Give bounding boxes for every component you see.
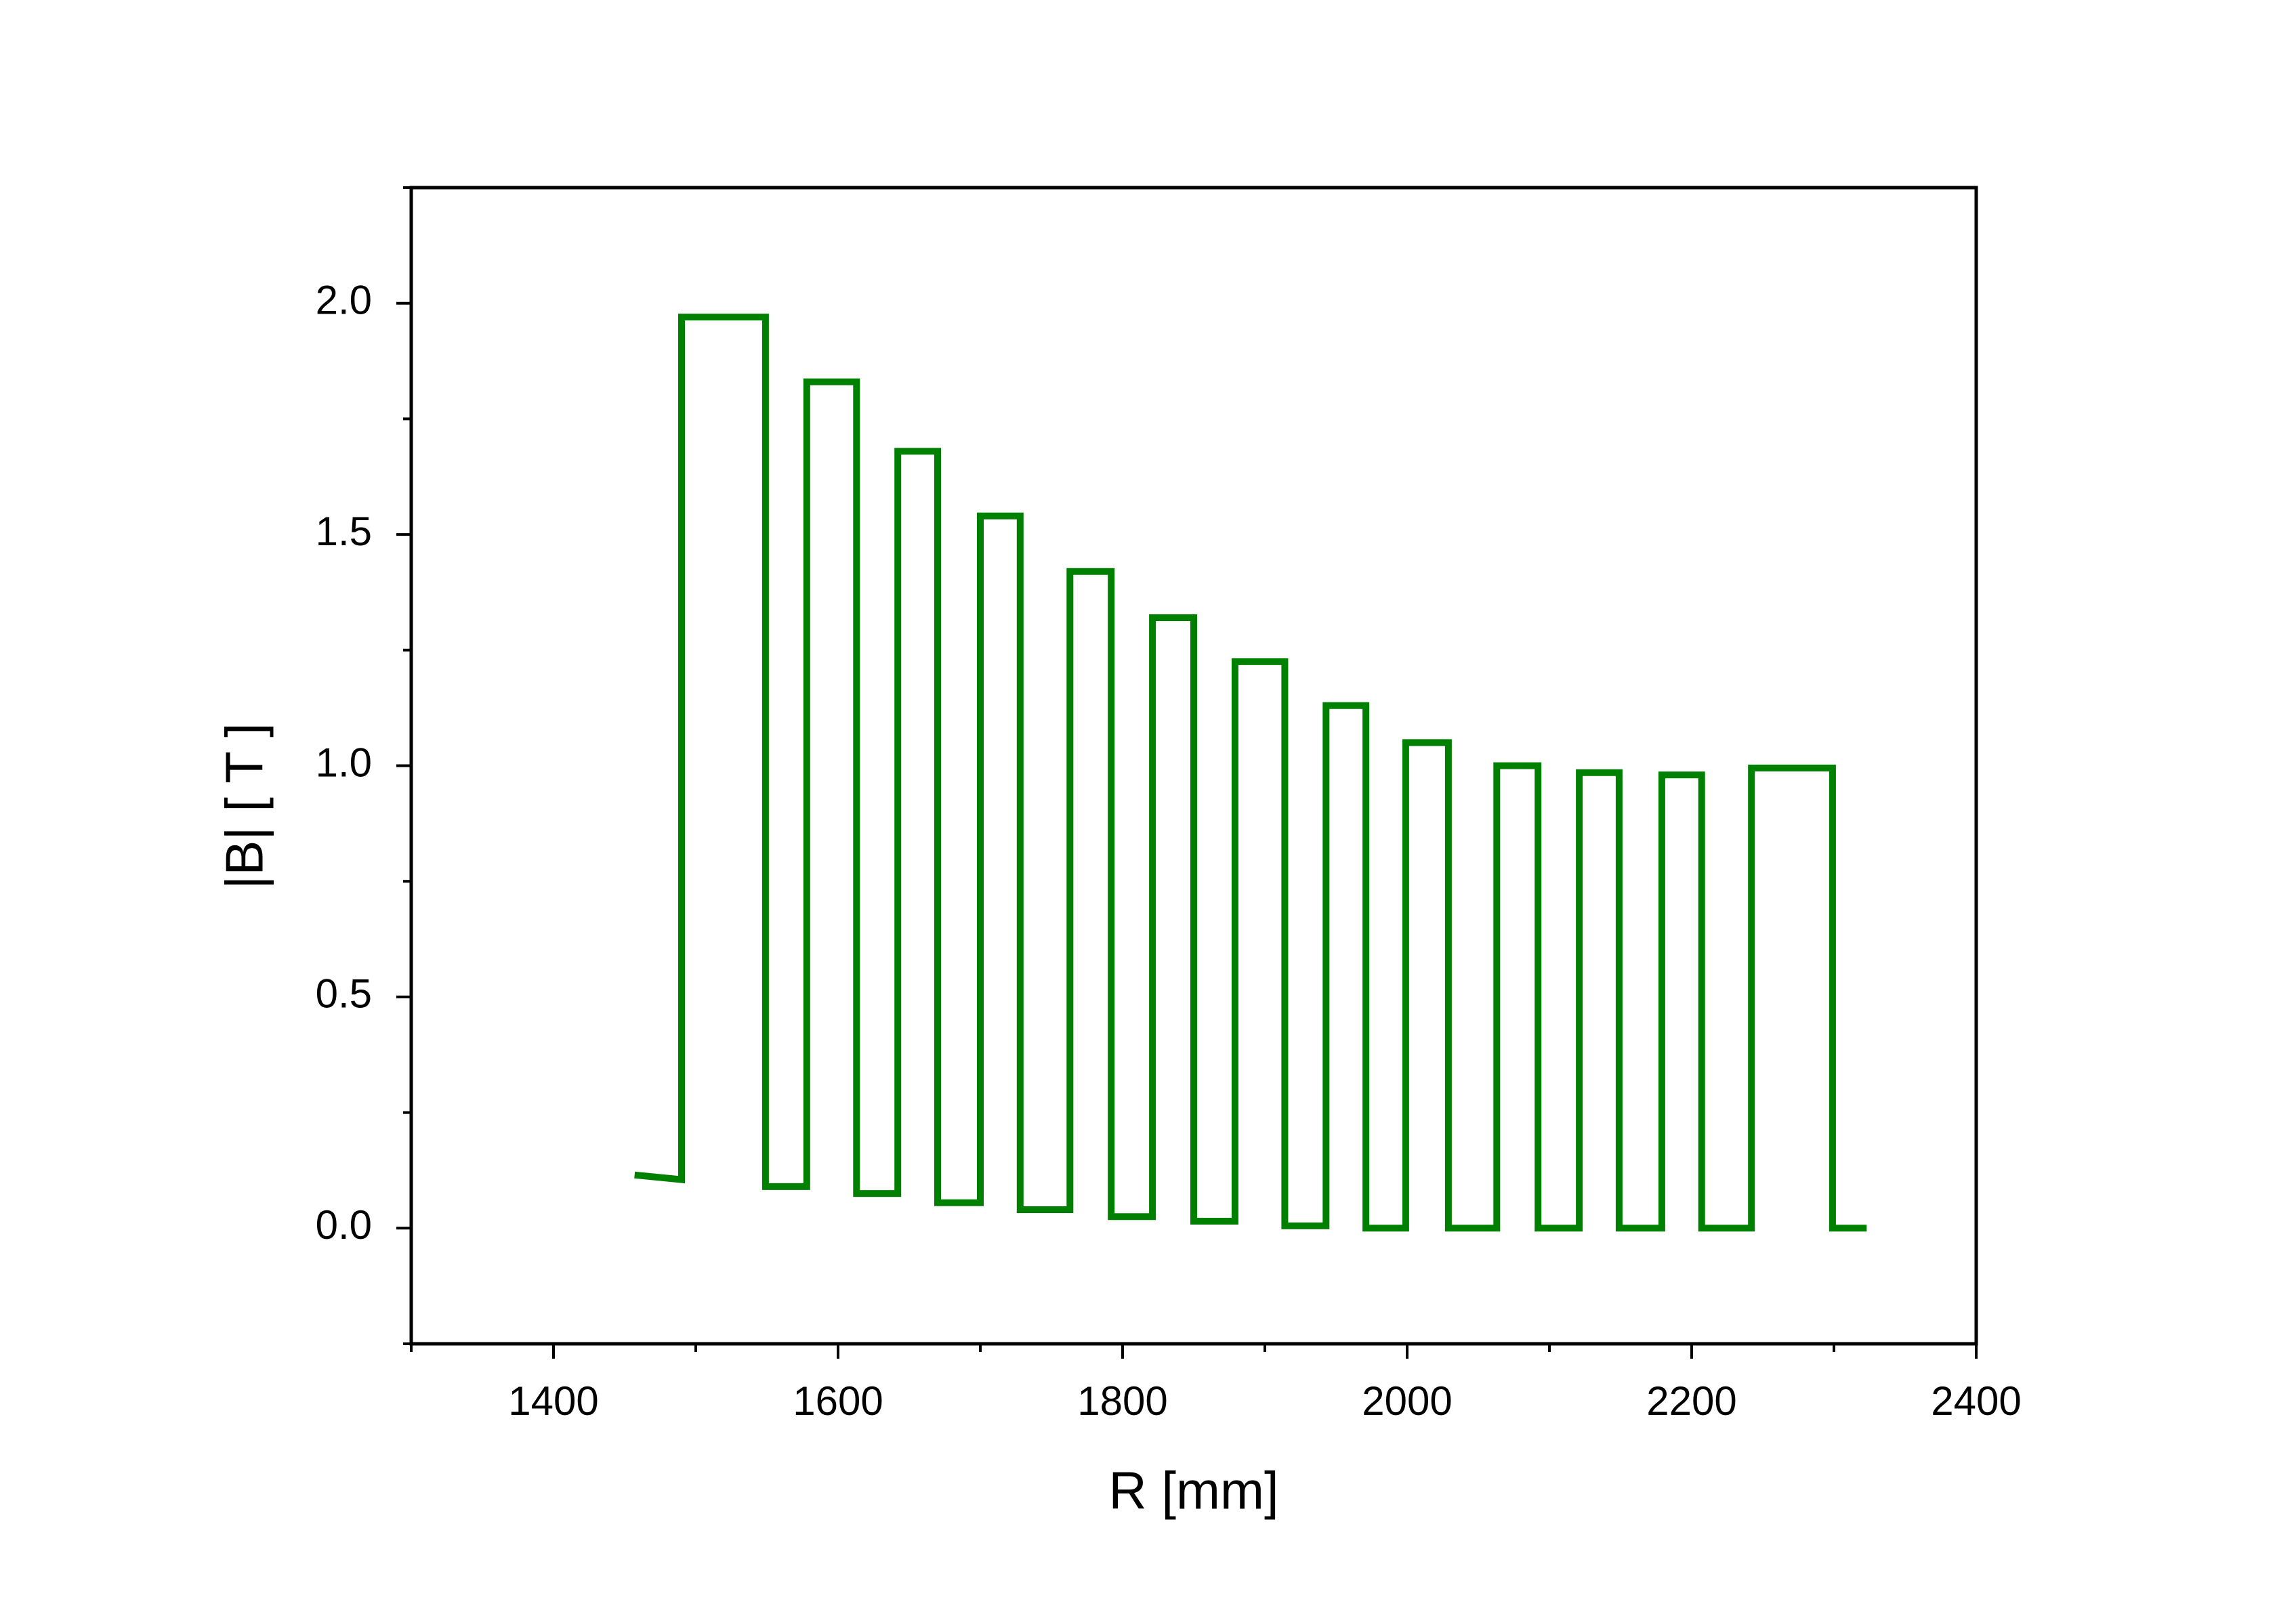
x-tick-label: 2000 [1362,1378,1452,1424]
x-axis-label: R [mm] [1108,1461,1278,1521]
y-tick-label: 0.5 [316,971,372,1017]
y-axis-label: |B| [ T ] [215,723,274,889]
y-tick-label: 0.0 [316,1202,372,1248]
y-tick-label: 2.0 [316,278,372,323]
data-line [634,314,1867,1232]
x-tick-label: 1600 [793,1378,883,1424]
y-tick-label: 1.0 [316,740,372,785]
y-tick-label: 1.5 [316,509,372,554]
x-tick-label: 1400 [508,1378,598,1424]
x-tick-label: 2400 [1931,1378,2021,1424]
x-tick-label: 2200 [1646,1378,1736,1424]
x-tick-label: 1800 [1077,1378,1167,1424]
